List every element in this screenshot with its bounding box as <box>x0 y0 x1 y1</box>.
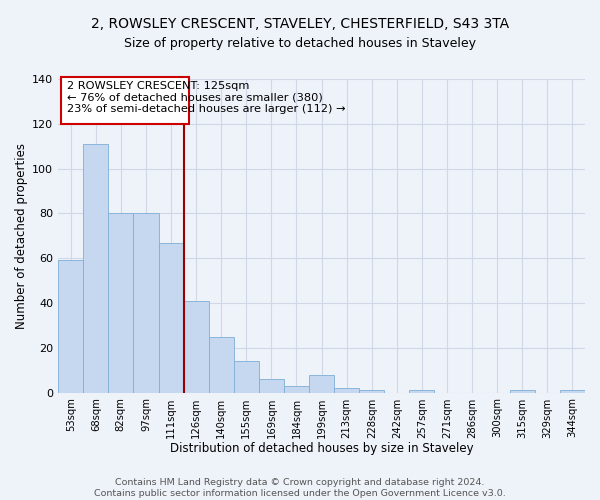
Bar <box>133 214 158 392</box>
Bar <box>560 390 585 392</box>
Bar <box>284 386 309 392</box>
Text: 2, ROWSLEY CRESCENT, STAVELEY, CHESTERFIELD, S43 3TA: 2, ROWSLEY CRESCENT, STAVELEY, CHESTERFI… <box>91 18 509 32</box>
Bar <box>184 301 209 392</box>
Bar <box>259 379 284 392</box>
Y-axis label: Number of detached properties: Number of detached properties <box>15 143 28 329</box>
Text: 2 ROWSLEY CRESCENT: 125sqm
← 76% of detached houses are smaller (380)
23% of sem: 2 ROWSLEY CRESCENT: 125sqm ← 76% of deta… <box>67 81 345 114</box>
Bar <box>58 260 83 392</box>
Text: Size of property relative to detached houses in Staveley: Size of property relative to detached ho… <box>124 38 476 51</box>
Bar <box>309 374 334 392</box>
Bar <box>359 390 384 392</box>
Bar <box>409 390 434 392</box>
Bar <box>234 361 259 392</box>
Bar <box>209 336 234 392</box>
Bar <box>510 390 535 392</box>
Bar <box>83 144 109 392</box>
X-axis label: Distribution of detached houses by size in Staveley: Distribution of detached houses by size … <box>170 442 473 455</box>
Bar <box>109 214 133 392</box>
Text: Contains HM Land Registry data © Crown copyright and database right 2024.
Contai: Contains HM Land Registry data © Crown c… <box>94 478 506 498</box>
Bar <box>334 388 359 392</box>
Bar <box>158 242 184 392</box>
